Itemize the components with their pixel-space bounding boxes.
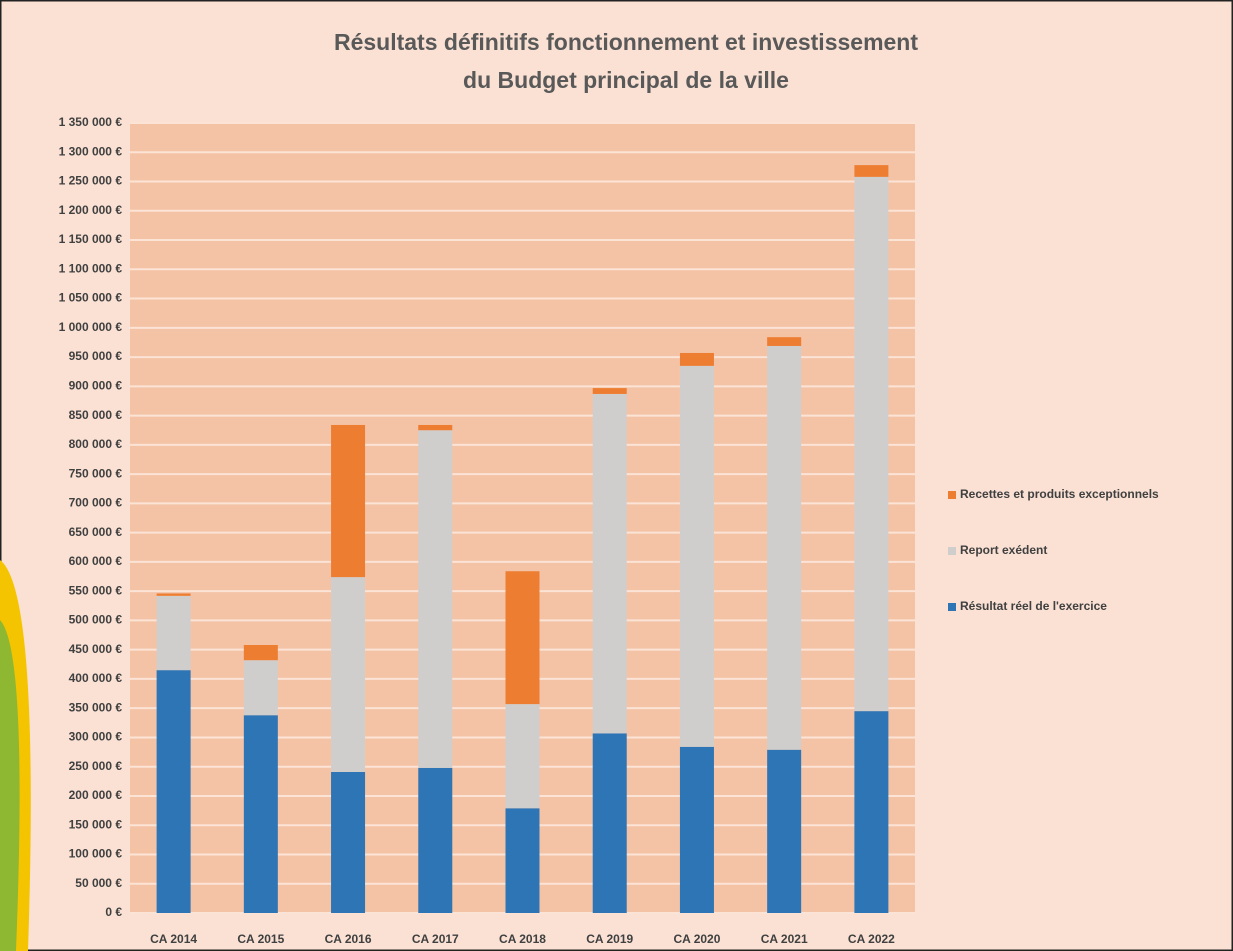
bar-segment xyxy=(331,577,366,772)
y-tick-label: 300 000 € xyxy=(69,730,123,744)
bar-segment xyxy=(418,767,453,913)
y-tick-label: 450 000 € xyxy=(69,642,123,656)
bar-segment xyxy=(505,704,540,809)
bar-segment xyxy=(505,571,540,705)
y-tick-label: 1 100 000 € xyxy=(59,261,123,275)
legend-swatch xyxy=(948,491,956,499)
chart-title: du Budget principal de la ville xyxy=(463,67,789,93)
bar-segment xyxy=(243,660,278,716)
legend-swatch xyxy=(948,603,956,611)
y-tick-label: 1 350 000 € xyxy=(59,115,123,129)
x-tick-label: CA 2018 xyxy=(499,932,546,946)
bar-segment xyxy=(767,749,802,913)
bar-segment xyxy=(418,424,453,431)
bar-segment xyxy=(679,352,714,366)
x-tick-label: CA 2021 xyxy=(761,932,808,946)
y-tick-label: 200 000 € xyxy=(69,788,123,802)
y-tick-label: 1 150 000 € xyxy=(59,232,123,246)
legend-label: Recettes et produits exceptionnels xyxy=(960,487,1159,501)
y-tick-label: 600 000 € xyxy=(69,554,123,568)
decoration xyxy=(0,620,20,951)
bar-segment xyxy=(243,644,278,661)
y-tick-label: 1 050 000 € xyxy=(59,291,123,305)
bar-segment xyxy=(679,365,714,747)
y-tick-label: 150 000 € xyxy=(69,817,123,831)
bar-segment xyxy=(156,670,191,913)
y-tick-label: 950 000 € xyxy=(69,349,123,363)
legend-label: Résultat réel de l'exercice xyxy=(960,599,1107,613)
x-tick-label: CA 2017 xyxy=(412,932,459,946)
y-tick-label: 750 000 € xyxy=(69,466,123,480)
y-tick-label: 50 000 € xyxy=(75,876,122,890)
x-tick-label: CA 2014 xyxy=(150,932,197,946)
bar-segment xyxy=(156,593,191,596)
bar-segment xyxy=(854,176,889,712)
y-tick-label: 0 € xyxy=(105,905,122,919)
y-tick-label: 700 000 € xyxy=(69,496,123,510)
bar-segment xyxy=(854,711,889,913)
y-tick-label: 900 000 € xyxy=(69,379,123,393)
bar-segment xyxy=(418,430,453,768)
bar-segment xyxy=(505,808,540,913)
y-tick-label: 350 000 € xyxy=(69,700,123,714)
y-tick-label: 550 000 € xyxy=(69,583,123,597)
x-tick-label: CA 2019 xyxy=(586,932,633,946)
y-tick-label: 1 250 000 € xyxy=(59,174,123,188)
bar-segment xyxy=(854,165,889,177)
x-tick-label: CA 2020 xyxy=(673,932,720,946)
y-tick-label: 650 000 € xyxy=(69,525,123,539)
bar-segment xyxy=(156,595,191,671)
y-tick-label: 1 200 000 € xyxy=(59,203,123,217)
x-tick-label: CA 2016 xyxy=(325,932,372,946)
x-tick-label: CA 2015 xyxy=(237,932,284,946)
bar-segment xyxy=(331,424,366,578)
chart-title: Résultats définitifs fonctionnement et i… xyxy=(334,29,918,55)
y-tick-label: 400 000 € xyxy=(69,671,123,685)
y-tick-label: 100 000 € xyxy=(69,847,123,861)
y-tick-label: 850 000 € xyxy=(69,408,123,422)
y-tick-label: 250 000 € xyxy=(69,759,123,773)
y-tick-label: 800 000 € xyxy=(69,437,123,451)
bar-segment xyxy=(592,733,627,913)
y-tick-label: 1 000 000 € xyxy=(59,320,123,334)
bar-segment xyxy=(331,771,366,913)
legend-swatch xyxy=(948,547,956,555)
bar-segment xyxy=(679,746,714,913)
bar-segment xyxy=(592,393,627,734)
y-tick-label: 1 300 000 € xyxy=(59,144,123,158)
bar-segment xyxy=(767,345,802,750)
bar-segment xyxy=(767,337,802,346)
x-tick-label: CA 2022 xyxy=(848,932,895,946)
bar-segment xyxy=(243,715,278,913)
bar-segment xyxy=(592,388,627,394)
y-tick-label: 500 000 € xyxy=(69,613,123,627)
legend-label: Report exédent xyxy=(960,543,1047,557)
